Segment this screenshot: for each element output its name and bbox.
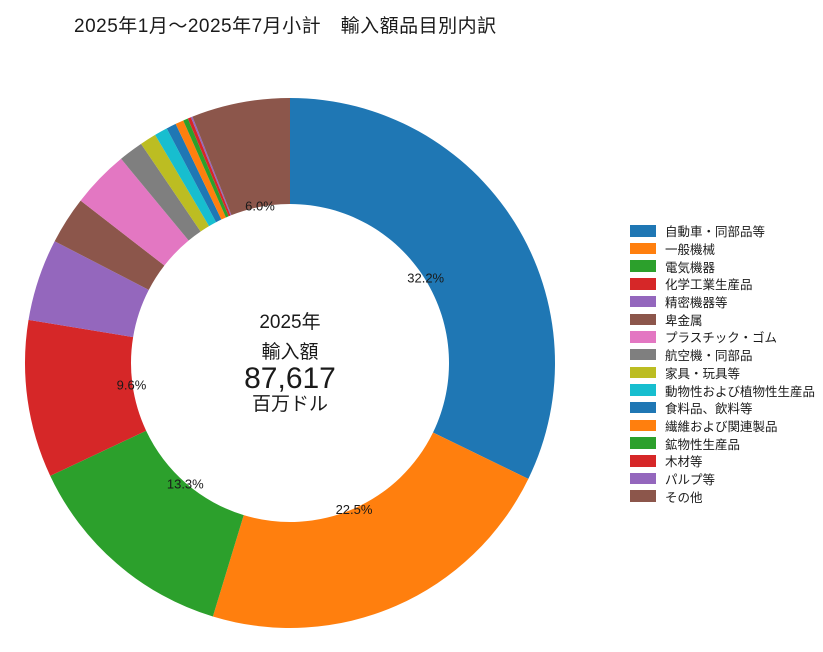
- legend-swatch: [630, 490, 656, 502]
- pie-slice-8: [141, 134, 210, 232]
- legend-swatch: [630, 419, 656, 432]
- legend-swatch: [630, 348, 656, 361]
- pct-label-2: 13.3%: [167, 477, 204, 492]
- pct-label-15: 6.0%: [245, 198, 275, 213]
- legend-label: 食料品、飲料等: [665, 402, 753, 417]
- legend-swatch: [630, 295, 656, 308]
- center-unit: 百万ドル: [251, 394, 328, 415]
- legend-swatch: [630, 242, 656, 255]
- legend-item: 食料品、飲料等: [630, 399, 815, 417]
- legend-swatch: [630, 331, 656, 343]
- pct-label-3: 9.6%: [117, 378, 147, 393]
- legend-item: その他: [630, 487, 815, 505]
- pie-slice-6: [80, 158, 189, 266]
- legend-item: 化学工業生産品: [630, 275, 815, 293]
- legend-swatch: [630, 366, 656, 379]
- legend-swatch: [630, 472, 656, 485]
- legend-label: プラスチック・ゴム: [665, 331, 778, 346]
- legend-item: 航空機・同部品: [630, 346, 815, 364]
- legend-swatch: [630, 401, 656, 414]
- legend-label: 動物性および植物性生産品: [665, 384, 816, 399]
- legend-label: 精密機器等: [665, 296, 728, 311]
- pct-label-1: 22.5%: [336, 502, 373, 517]
- legend-label: 自動車・同部品等: [665, 225, 766, 240]
- legend-item: 家具・玩具等: [630, 364, 815, 382]
- pie-slice-14: [190, 116, 232, 216]
- legend-swatch: [630, 313, 656, 326]
- legend-label: 卑金属: [665, 313, 703, 328]
- pie-slice-0: [290, 98, 555, 479]
- legend-label: 木材等: [665, 455, 703, 470]
- legend-item: 精密機器等: [630, 293, 815, 311]
- legend: 自動車・同部品等 一般機械 電気機器 化学工業生産品 精密機器等 卑金属 プラス…: [630, 222, 815, 505]
- legend-item: 自動車・同部品等: [630, 222, 815, 240]
- legend-label: その他: [665, 490, 703, 505]
- pie-slice-5: [54, 200, 165, 290]
- legend-label: 化学工業生産品: [665, 278, 753, 293]
- legend-swatch: [630, 225, 656, 237]
- pie-slice-7: [121, 143, 201, 241]
- chart-title: 2025年1月～2025年7月小計 輸入額品目別内訳: [74, 16, 497, 37]
- pie-slice-4: [28, 241, 149, 338]
- legend-item: 繊維および関連製品: [630, 417, 815, 435]
- legend-label: 鉱物性生産品: [665, 437, 741, 452]
- legend-label: 航空機・同部品: [665, 349, 753, 364]
- legend-swatch: [630, 278, 656, 290]
- center-label: 輸入額: [261, 342, 319, 363]
- legend-swatch: [630, 260, 656, 272]
- legend-label: 一般機械: [665, 243, 716, 258]
- legend-item: 鉱物性生産品: [630, 434, 815, 452]
- legend-item: 一般機械: [630, 240, 815, 258]
- pie-slice-3: [25, 319, 147, 476]
- legend-swatch: [630, 384, 656, 396]
- pie-slice-10: [166, 123, 222, 223]
- pie-slice-11: [175, 120, 226, 220]
- legend-item: 電気機器: [630, 257, 815, 275]
- pie-slice-13: [187, 117, 231, 217]
- legend-item: 木材等: [630, 452, 815, 470]
- pie-slice-2: [50, 430, 244, 617]
- legend-item: プラスチック・ゴム: [630, 328, 815, 346]
- pct-label-0: 32.2%: [407, 271, 444, 286]
- pie-slice-1: [212, 432, 529, 628]
- legend-item: パルプ等: [630, 470, 815, 488]
- center-value: 87,617: [244, 362, 336, 395]
- legend-swatch: [630, 455, 656, 467]
- legend-swatch: [630, 437, 656, 449]
- legend-item: 卑金属: [630, 310, 815, 328]
- legend-label: 繊維および関連製品: [665, 419, 778, 434]
- legend-label: 家具・玩具等: [665, 366, 741, 381]
- pie-slice-9: [155, 128, 217, 227]
- legend-item: 動物性および植物性生産品: [630, 381, 815, 399]
- pie-slice-15: [192, 98, 290, 216]
- center-year: 2025年: [259, 312, 321, 333]
- legend-label: 電気機器: [665, 260, 716, 275]
- pie-slice-12: [183, 118, 229, 218]
- legend-label: パルプ等: [665, 472, 716, 487]
